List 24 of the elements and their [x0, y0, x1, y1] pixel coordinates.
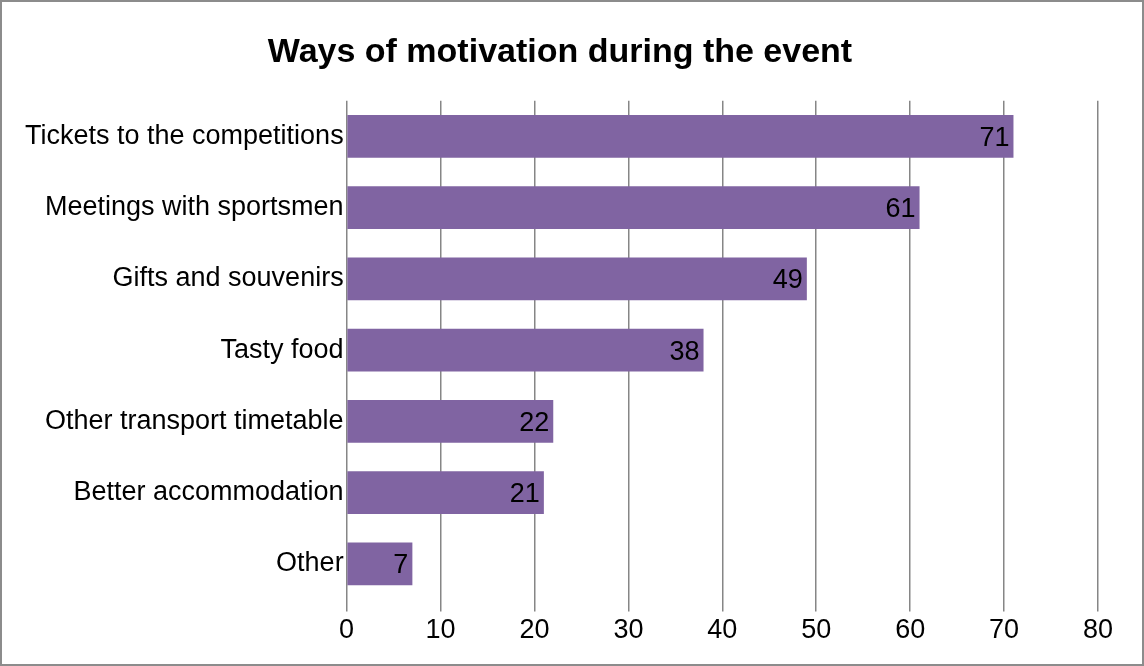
x-tick-label: 30	[613, 614, 644, 645]
x-tick-label: 0	[339, 614, 355, 645]
data-label: 7	[393, 549, 409, 580]
data-label: 22	[519, 406, 550, 437]
x-tick-label: 80	[1082, 614, 1114, 645]
x-tick-label: 60	[895, 614, 926, 645]
x-tick-label: 20	[519, 614, 550, 645]
y-tick-label: Meetings with sportsmen	[45, 191, 344, 222]
y-tick-label: Tasty food	[220, 333, 344, 364]
data-label: 21	[509, 478, 540, 509]
x-tick-label: 70	[989, 614, 1020, 645]
y-tick-label: Tickets to the competitions	[24, 119, 344, 150]
data-label: 61	[885, 193, 916, 224]
data-label: 71	[979, 121, 1010, 152]
x-tick-label: 40	[707, 614, 738, 645]
data-label: 49	[772, 264, 803, 295]
y-tick-label: Other transport timetable	[44, 404, 344, 435]
y-tick-label: Other	[276, 547, 344, 578]
data-label: 38	[669, 335, 700, 366]
y-tick-label: Better accommodation	[73, 476, 344, 507]
y-tick-label: Gifts and souvenirs	[112, 262, 344, 293]
x-tick-label: 10	[425, 614, 456, 645]
x-tick-label: 50	[801, 614, 832, 645]
chart-title: Ways of motivation during the event	[267, 30, 853, 69]
